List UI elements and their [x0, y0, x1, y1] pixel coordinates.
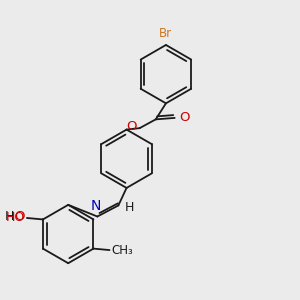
Text: O: O [14, 210, 25, 223]
Text: O: O [126, 120, 137, 133]
Text: Br: Br [159, 27, 172, 40]
Text: CH₃: CH₃ [111, 244, 133, 256]
Text: N: N [91, 199, 101, 213]
Text: H: H [125, 201, 134, 214]
Text: H: H [4, 210, 14, 223]
Text: HO: HO [6, 212, 26, 224]
Text: O: O [179, 111, 190, 124]
